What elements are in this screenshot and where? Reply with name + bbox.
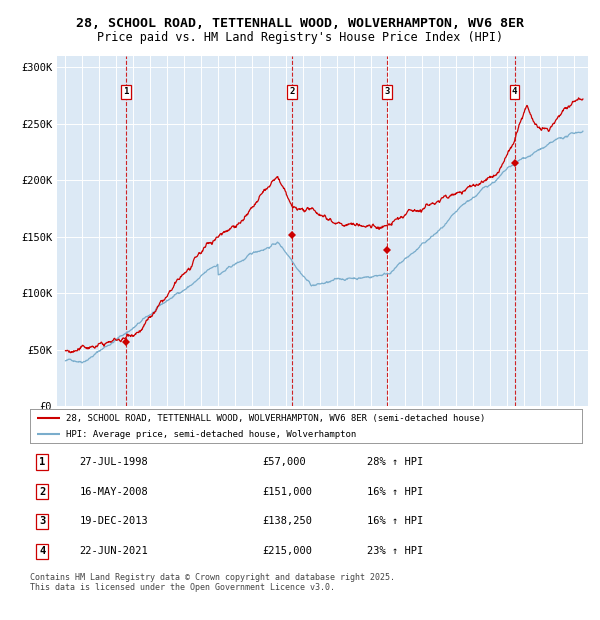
Text: Price paid vs. HM Land Registry's House Price Index (HPI): Price paid vs. HM Land Registry's House … xyxy=(97,31,503,44)
Text: 28, SCHOOL ROAD, TETTENHALL WOOD, WOLVERHAMPTON, WV6 8ER (semi-detached house): 28, SCHOOL ROAD, TETTENHALL WOOD, WOLVER… xyxy=(66,414,485,423)
Text: £151,000: £151,000 xyxy=(262,487,312,497)
Text: 16% ↑ HPI: 16% ↑ HPI xyxy=(367,487,423,497)
Text: 28, SCHOOL ROAD, TETTENHALL WOOD, WOLVERHAMPTON, WV6 8ER: 28, SCHOOL ROAD, TETTENHALL WOOD, WOLVER… xyxy=(76,17,524,30)
Text: 3: 3 xyxy=(39,516,45,526)
Text: Contains HM Land Registry data © Crown copyright and database right 2025.
This d: Contains HM Land Registry data © Crown c… xyxy=(30,573,395,592)
Text: 19-DEC-2013: 19-DEC-2013 xyxy=(80,516,148,526)
Text: 22-JUN-2021: 22-JUN-2021 xyxy=(80,546,148,556)
Text: 1: 1 xyxy=(124,87,129,97)
Text: 2: 2 xyxy=(39,487,45,497)
Text: 4: 4 xyxy=(512,87,517,97)
Text: £138,250: £138,250 xyxy=(262,516,312,526)
Text: £215,000: £215,000 xyxy=(262,546,312,556)
Text: 16% ↑ HPI: 16% ↑ HPI xyxy=(367,516,423,526)
Text: 27-JUL-1998: 27-JUL-1998 xyxy=(80,457,148,467)
Text: 28% ↑ HPI: 28% ↑ HPI xyxy=(367,457,423,467)
Text: 16-MAY-2008: 16-MAY-2008 xyxy=(80,487,148,497)
Text: 1: 1 xyxy=(39,457,45,467)
Text: 3: 3 xyxy=(385,87,390,97)
Text: 23% ↑ HPI: 23% ↑ HPI xyxy=(367,546,423,556)
Text: HPI: Average price, semi-detached house, Wolverhampton: HPI: Average price, semi-detached house,… xyxy=(66,430,356,438)
Text: 2: 2 xyxy=(290,87,295,97)
Text: 4: 4 xyxy=(39,546,45,556)
Text: £57,000: £57,000 xyxy=(262,457,305,467)
